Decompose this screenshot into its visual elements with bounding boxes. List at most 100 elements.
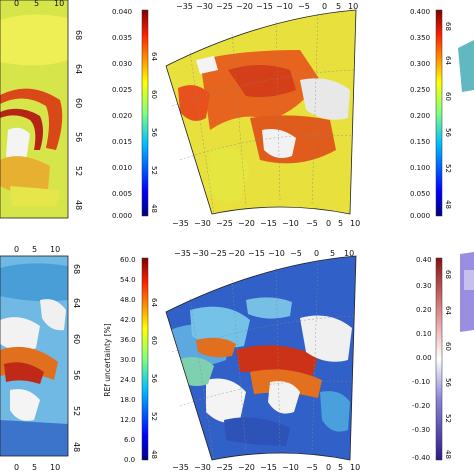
y-tick: 60 bbox=[72, 334, 81, 344]
x-tick: 10 bbox=[348, 2, 358, 11]
x-axis-ticks-bottom: −35 −30 −25 −20 −15 −10 −5 0 5 10 bbox=[172, 219, 360, 228]
x-tick: −5 bbox=[298, 2, 310, 11]
colorbar-top-right: 0.400 0.350 0.300 0.250 0.200 0.150 0.10… bbox=[410, 8, 474, 220]
x-tick: −30 bbox=[194, 219, 211, 228]
x-tick: −35 bbox=[174, 249, 191, 258]
panel-bottom-middle: −35 −30 −25 −20 −15 −10 −5 0 5 10 bbox=[165, 249, 360, 472]
map-frame bbox=[165, 9, 357, 215]
cb-tick: 0.020 bbox=[112, 112, 132, 120]
y-tick: 56 bbox=[72, 370, 81, 380]
x-tick: 10 bbox=[350, 463, 360, 472]
lat-tick: 48 bbox=[444, 200, 452, 209]
map-frame bbox=[0, 0, 69, 219]
x-tick: −35 bbox=[172, 219, 189, 228]
x-tick: −25 bbox=[216, 463, 233, 472]
cb-tick: 0.300 bbox=[410, 60, 430, 68]
cb-tick: 18.0 bbox=[120, 396, 136, 404]
map-frame bbox=[165, 255, 357, 461]
cb-tick: 0.250 bbox=[410, 86, 430, 94]
x-tick: −15 bbox=[256, 2, 273, 11]
map-gridlines bbox=[171, 13, 355, 215]
cb-tick: 0.10 bbox=[416, 330, 432, 338]
x-axis-ticks-top: −35 −30 −25 −20 −15 −10 −5 0 5 10 bbox=[174, 249, 354, 258]
cb-tick: 0.30 bbox=[416, 282, 432, 290]
x-tick: −30 bbox=[196, 2, 213, 11]
panel-top-left: 0 5 10 68 64 60 56 52 48 bbox=[0, 0, 83, 219]
cb-tick: 42.0 bbox=[120, 316, 136, 324]
cb-tick: 12.0 bbox=[120, 416, 136, 424]
lat-tick: 48 bbox=[150, 450, 158, 459]
x-axis-ticks: 0 5 10 bbox=[14, 0, 64, 8]
x-tick: −35 bbox=[172, 463, 189, 472]
x-tick: −15 bbox=[260, 219, 277, 228]
cb-tick: 36.0 bbox=[120, 336, 136, 344]
y-tick: 48 bbox=[72, 442, 81, 452]
panel-bottom-left: 0 5 10 68 64 60 56 52 48 0 5 10 bbox=[0, 245, 81, 472]
cb-tick: 0.040 bbox=[112, 8, 132, 16]
cb-tick: 0.00 bbox=[416, 354, 432, 362]
x-tick: −20 bbox=[228, 249, 245, 258]
lat-tick: 64 bbox=[444, 56, 452, 65]
cb-tick: -0.30 bbox=[412, 426, 430, 434]
y-tick: 64 bbox=[72, 298, 81, 308]
lat-tick: 68 bbox=[444, 22, 452, 31]
cb-tick: 0.010 bbox=[112, 164, 132, 172]
cb-tick: 6.0 bbox=[124, 436, 135, 444]
x-tick: 5 bbox=[32, 463, 37, 472]
lat-tick: 60 bbox=[444, 92, 452, 101]
lat-tick: 60 bbox=[150, 336, 158, 345]
x-tick: −25 bbox=[216, 219, 233, 228]
y-tick: 64 bbox=[74, 64, 83, 74]
cb-tick: 0.40 bbox=[416, 256, 432, 264]
x-axis-ticks-top: 0 5 10 bbox=[14, 245, 60, 254]
panel-top-middle: −35 −30 −25 −20 −15 −10 −5 0 5 10 bbox=[165, 2, 360, 228]
cb-tick: -0.20 bbox=[412, 402, 430, 410]
map-field bbox=[0, 256, 68, 456]
colorbar bbox=[435, 9, 443, 217]
lat-tick: 64 bbox=[150, 52, 158, 61]
y-tick: 52 bbox=[72, 406, 81, 416]
colorbar bbox=[141, 9, 149, 217]
x-tick: 0 bbox=[326, 219, 331, 228]
x-tick: −5 bbox=[306, 463, 318, 472]
cb-tick: 54.0 bbox=[120, 276, 136, 284]
colorbar-ticks: 0.040 0.035 0.030 0.025 0.020 0.015 0.01… bbox=[112, 8, 132, 220]
cb-tick: 30.0 bbox=[120, 356, 136, 364]
lat-tick: 60 bbox=[444, 342, 452, 351]
x-tick: 0 bbox=[326, 463, 331, 472]
x-tick: 10 bbox=[50, 245, 60, 254]
map-field bbox=[166, 256, 356, 460]
x-tick: −20 bbox=[238, 463, 255, 472]
x-tick: 10 bbox=[350, 219, 360, 228]
x-tick: −35 bbox=[176, 2, 193, 11]
colorbar-top-middle: 0.040 0.035 0.030 0.025 0.020 0.015 0.01… bbox=[112, 8, 158, 220]
y-tick: 68 bbox=[74, 30, 83, 40]
colorbar-bottom-middle: REf uncertainty [%] 60.0 54.0 48.0 42.0 … bbox=[103, 256, 158, 464]
x-tick: −25 bbox=[216, 2, 233, 11]
cb-tick: 0.350 bbox=[410, 34, 430, 42]
lat-tick: 68 bbox=[444, 270, 452, 279]
y-tick: 48 bbox=[74, 200, 83, 210]
x-tick: −5 bbox=[306, 219, 318, 228]
x-tick: 10 bbox=[50, 463, 60, 472]
y-axis-ticks: 68 64 60 56 52 48 bbox=[74, 30, 83, 210]
cb-tick: 0.20 bbox=[416, 306, 432, 314]
colorbar-lat-ticks: 68 64 60 56 52 48 bbox=[444, 22, 452, 209]
cb-tick: 0.050 bbox=[410, 190, 430, 198]
lat-tick: 60 bbox=[150, 90, 158, 99]
x-tick: −20 bbox=[238, 219, 255, 228]
x-tick: −10 bbox=[282, 463, 299, 472]
cb-tick: 0.025 bbox=[112, 86, 132, 94]
x-tick: −30 bbox=[194, 463, 211, 472]
y-tick: 56 bbox=[74, 132, 83, 142]
map-edge-sliver bbox=[460, 252, 474, 332]
cb-tick: 0.015 bbox=[112, 138, 132, 146]
lat-tick: 64 bbox=[150, 298, 158, 307]
colorbar-lat-ticks: 64 60 56 52 48 bbox=[150, 52, 158, 213]
lat-tick: 52 bbox=[444, 414, 452, 423]
cb-tick: 0.100 bbox=[410, 164, 430, 172]
x-tick: −30 bbox=[192, 249, 209, 258]
cb-tick: 24.0 bbox=[120, 376, 136, 384]
y-tick: 60 bbox=[74, 98, 83, 108]
